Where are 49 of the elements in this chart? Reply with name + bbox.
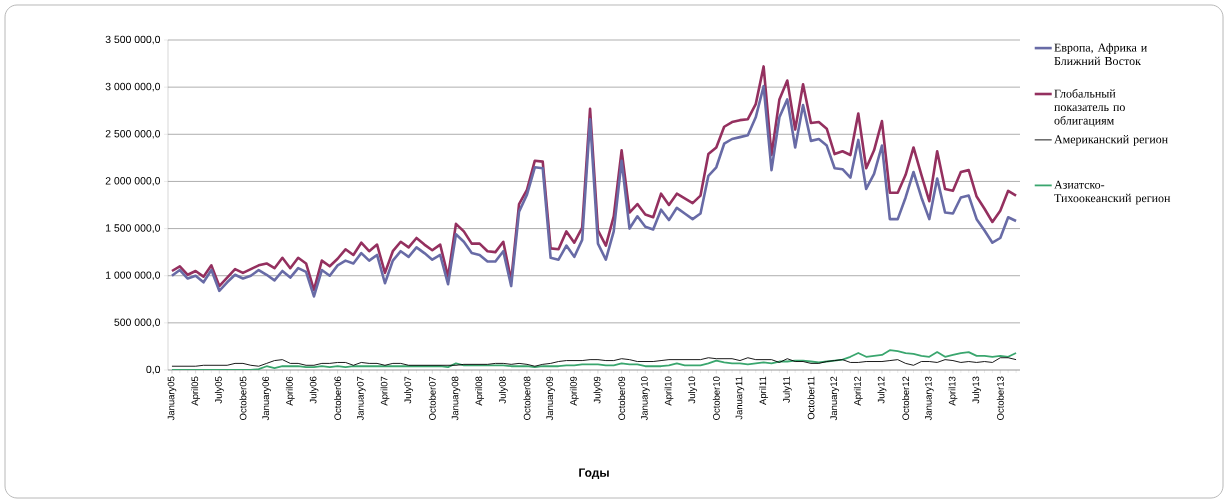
y-tick-label: 0,0 [146, 365, 161, 375]
x-tick-label: October07 [428, 376, 436, 420]
x-tick-label: January10 [641, 376, 650, 421]
x-tick-label: January07 [356, 376, 366, 421]
x-tick-label: January13 [925, 376, 934, 421]
legend-label: Азиатско-Тихоокеанский регион [1054, 180, 1171, 205]
x-tick-label: October05 [239, 376, 247, 420]
x-tick-label: July07 [404, 376, 414, 404]
x-tick-label: October12 [902, 376, 910, 420]
x-tick-label: October10 [712, 376, 720, 420]
x-tick-label: April09 [569, 376, 579, 406]
x-tick-label: July06 [309, 376, 319, 404]
x-tick-label: October09 [618, 376, 626, 420]
y-tick-label: 3 500 000,0 [105, 35, 161, 45]
x-tick-label: April12 [853, 376, 863, 406]
legend-label: Американский регион [1054, 135, 1168, 146]
x-tick-label: April10 [664, 376, 674, 406]
x-axis-title: Годы [579, 468, 609, 480]
x-tick-label: October06 [334, 376, 342, 420]
y-tick-label: 2 500 000,0 [105, 129, 161, 139]
y-tick-label: 1 500 000,0 [106, 224, 161, 233]
y-tick-label: 2 000 000,0 [105, 177, 161, 186]
y-tick-label: 500 000,0 [114, 318, 161, 328]
x-tick-label: January09 [546, 376, 555, 421]
y-tick-label: 3 000 000,0 [105, 82, 161, 92]
x-tick-label: July13 [972, 376, 982, 404]
x-tick-label: January06 [262, 376, 271, 421]
x-tick-label: April11 [759, 376, 769, 405]
x-tick-label: October13 [996, 376, 1004, 420]
x-tick-label: January05 [167, 376, 177, 421]
x-tick-label: April13 [948, 376, 958, 406]
x-tick-label: July12 [877, 376, 887, 404]
legend-label: Глобальный показатель по облигациям [1054, 88, 1125, 127]
x-tick-label: July11 [782, 376, 792, 403]
x-tick-label: January12 [830, 376, 839, 421]
x-tick-label: October08 [523, 376, 531, 420]
x-tick-label: January11 [735, 376, 745, 420]
x-tick-label: July08 [498, 376, 508, 404]
x-tick-label: January08 [451, 376, 461, 421]
x-tick-label: April08 [475, 376, 485, 406]
x-tick-label: April06 [285, 376, 295, 406]
y-tick-label: 1 000 000,0 [106, 271, 161, 281]
x-tick-label: July09 [593, 376, 603, 404]
legend-label: Европа, Африка и Ближний Восток [1054, 43, 1147, 66]
x-tick-label: April05 [191, 376, 201, 406]
x-tick-label: October11 [807, 376, 815, 420]
x-tick-label: April07 [380, 376, 390, 406]
x-tick-label: July05 [214, 376, 224, 404]
x-tick-label: July10 [688, 376, 698, 404]
